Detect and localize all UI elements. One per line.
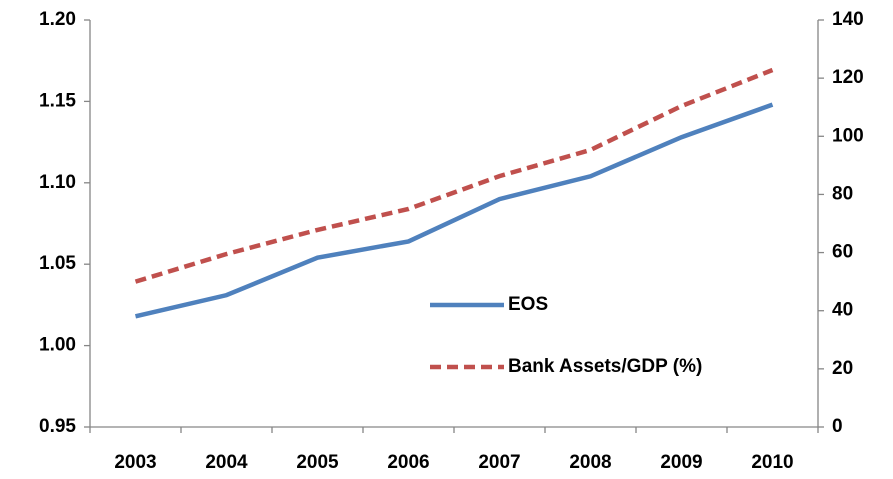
x-tick-label: 2010: [751, 452, 793, 473]
x-tick-label: 2003: [114, 452, 156, 473]
x-tick-label: 2008: [569, 452, 611, 473]
y2-tick-label: 40: [832, 300, 853, 321]
legend-label: EOS: [508, 294, 548, 315]
y-tick-label: 1.15: [39, 90, 76, 111]
y2-tick-label: 20: [832, 358, 853, 379]
y2-tick-label: 60: [832, 242, 853, 263]
y2-tick-label: 140: [832, 9, 864, 30]
legend-label: Bank Assets/GDP (%): [508, 356, 702, 377]
y-tick-label: 1.05: [39, 253, 76, 274]
y2-tick-label: 80: [832, 183, 853, 204]
x-tick-label: 2004: [205, 452, 248, 473]
x-tick-label: 2005: [296, 452, 339, 473]
y-tick-label: 0.95: [39, 416, 76, 437]
x-tick-label: 2007: [478, 452, 520, 473]
y2-tick-label: 0: [832, 416, 843, 437]
y2-tick-label: 120: [832, 67, 864, 88]
x-tick-label: 2009: [660, 452, 702, 473]
y-tick-label: 1.00: [39, 335, 76, 356]
y-tick-label: 1.10: [39, 172, 76, 193]
x-tick-label: 2006: [387, 452, 429, 473]
y-tick-label: 1.20: [39, 9, 76, 30]
series-line: [134, 67, 774, 284]
series-line: [134, 102, 774, 319]
y2-tick-label: 100: [832, 125, 864, 146]
